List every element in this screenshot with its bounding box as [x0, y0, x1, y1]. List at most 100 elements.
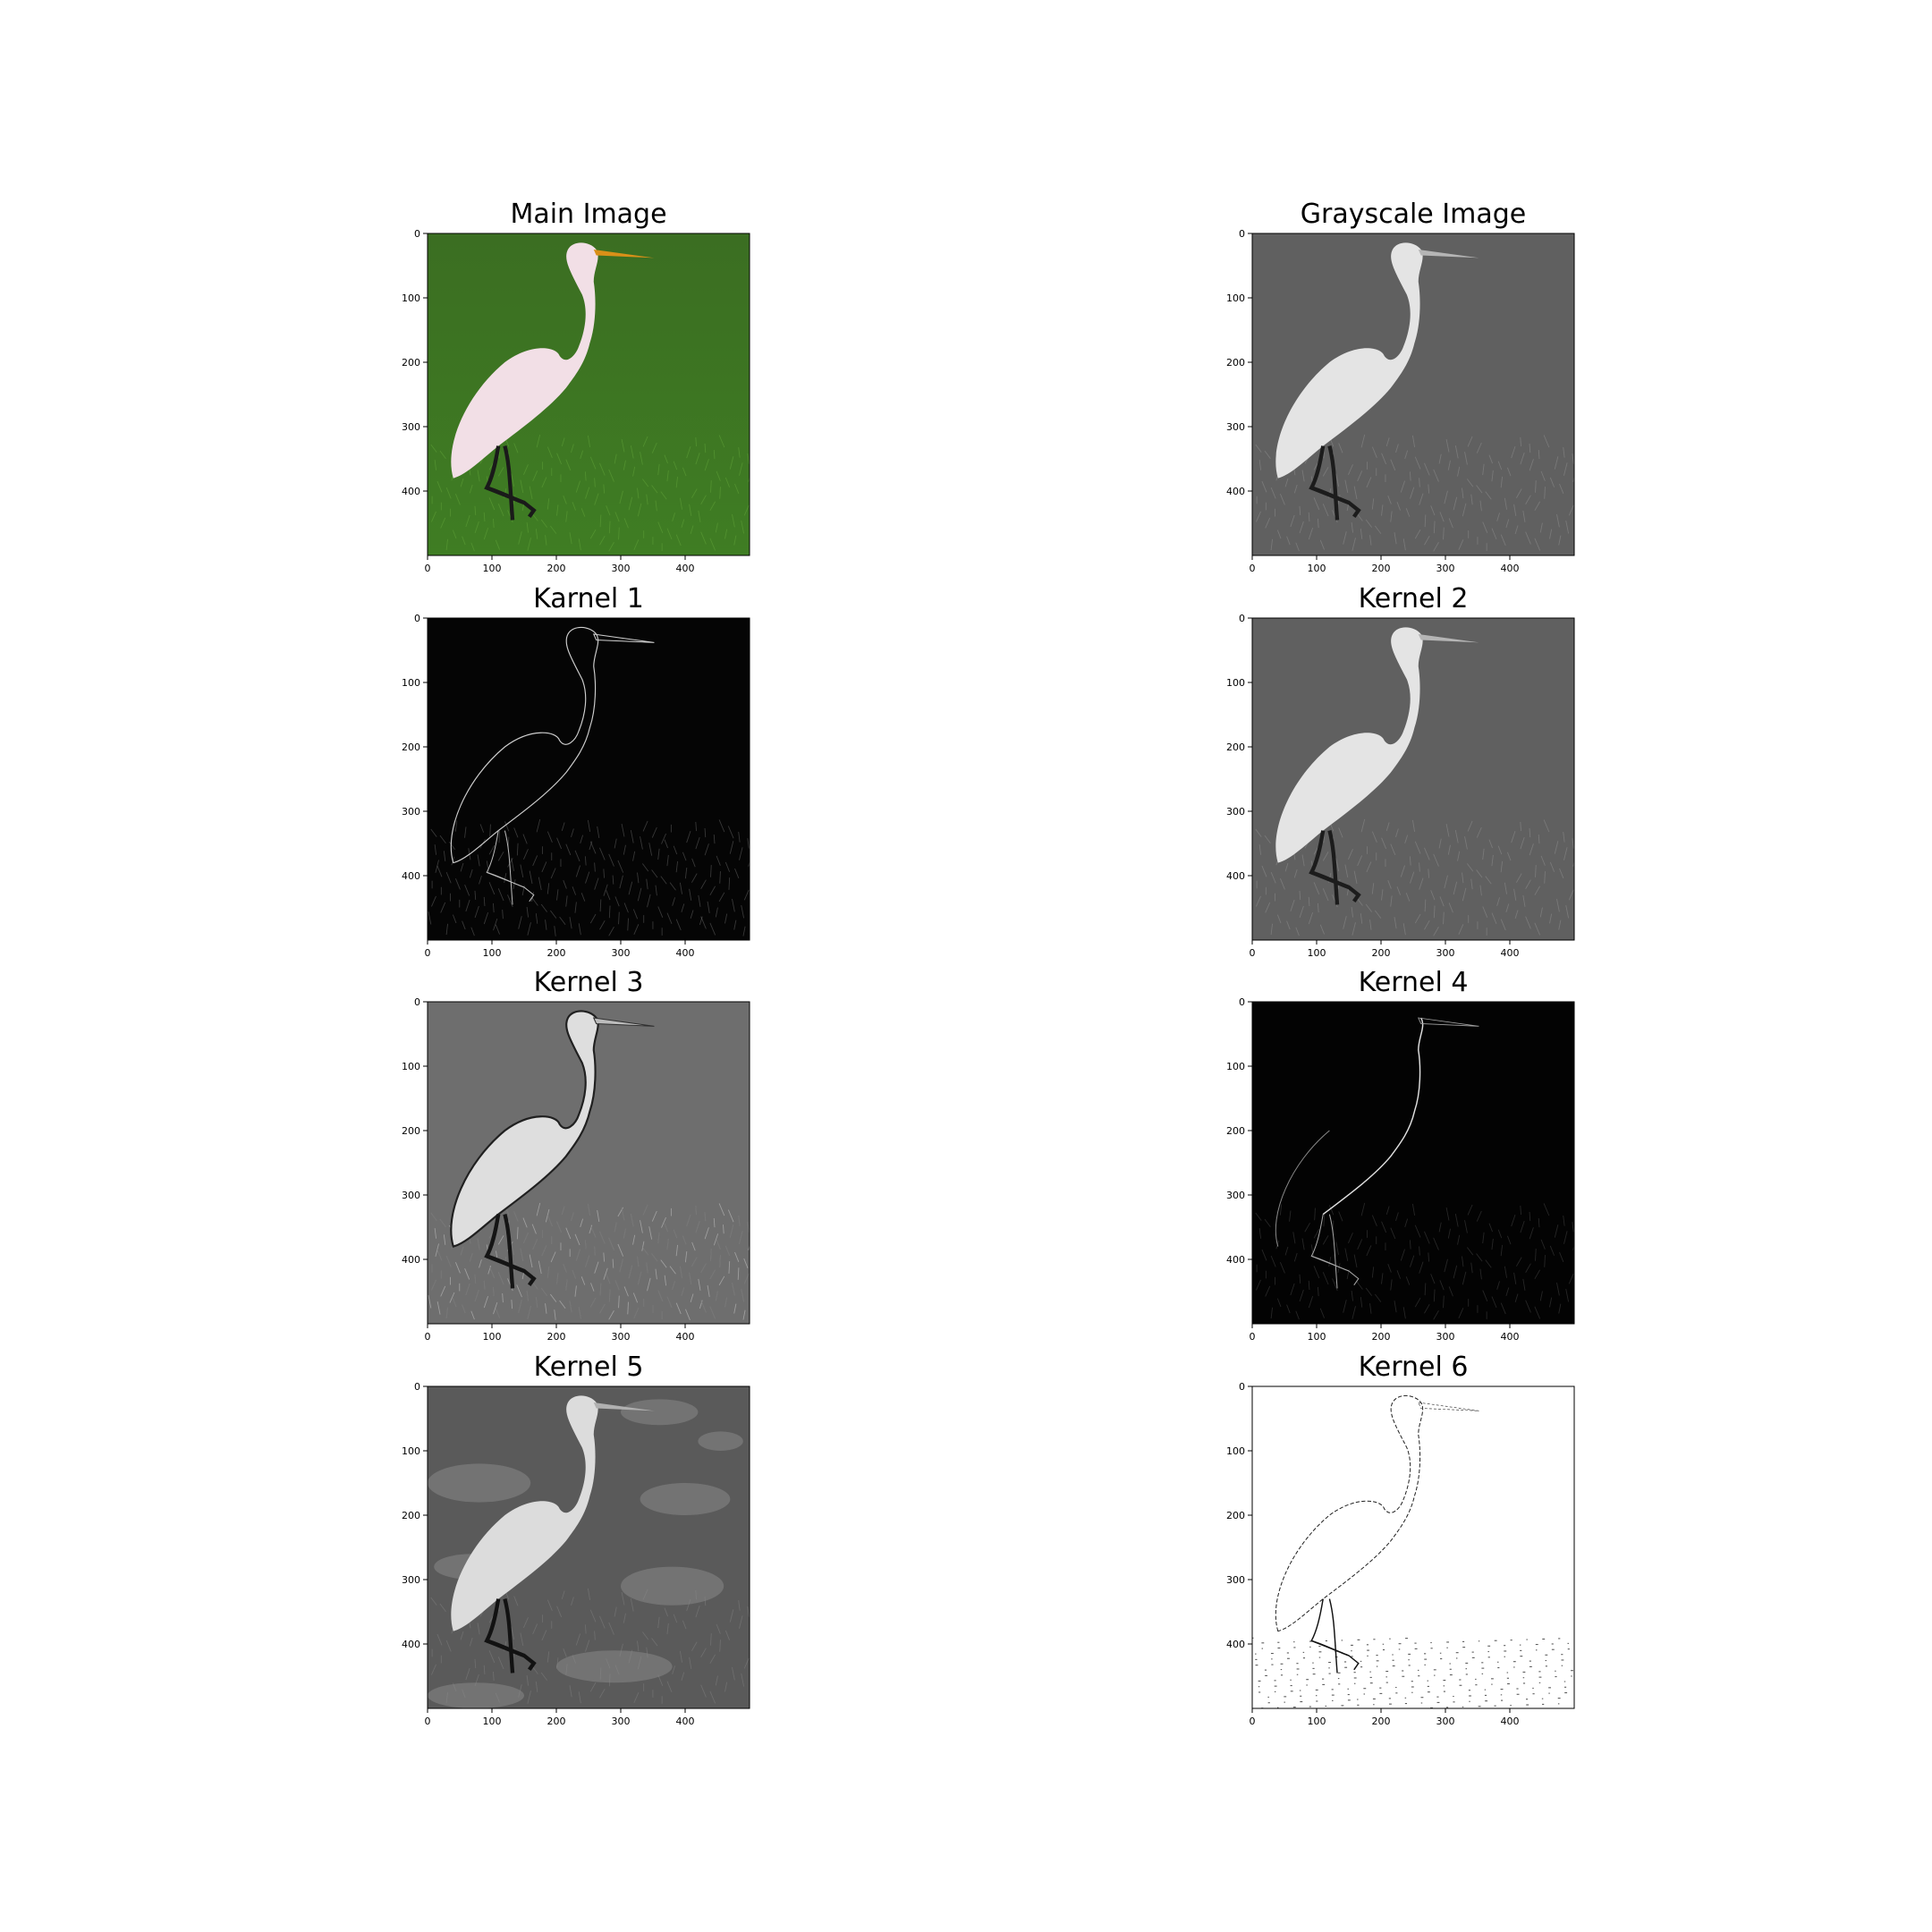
grass-blade [1261, 1249, 1267, 1261]
poster-blob [621, 1399, 699, 1426]
grass-blade [1256, 895, 1261, 907]
speckle [1264, 1669, 1267, 1671]
grass-blade [1409, 1240, 1411, 1250]
grass-blade [1500, 860, 1504, 873]
grass-blade [675, 860, 679, 873]
grass-blade [719, 487, 721, 499]
grass-blade [732, 513, 735, 528]
speckle [1318, 1646, 1321, 1648]
grass-blade [1572, 1222, 1574, 1233]
grass-blade [637, 1640, 640, 1652]
grass-blade [1568, 889, 1574, 901]
grass-blade [679, 1266, 682, 1278]
grass-blade [1395, 444, 1399, 453]
grass-blade [603, 484, 605, 494]
grass-blade [657, 521, 664, 533]
y-tick-label: 400 [1226, 1254, 1245, 1266]
grass-blade [498, 830, 501, 843]
grass-blade [1445, 438, 1450, 453]
grass-blade [1314, 1208, 1316, 1221]
grass-blade [657, 463, 660, 476]
bird-body [451, 1395, 598, 1631]
grass-blade [550, 1293, 557, 1302]
grass-blade [1476, 826, 1482, 838]
grass-blade [739, 1231, 743, 1244]
grass-blade [642, 1204, 648, 1216]
grass-blade [686, 1214, 691, 1227]
grass-blade [747, 1222, 750, 1233]
grass-blade [684, 867, 688, 879]
grass-blade [1563, 1216, 1565, 1226]
speckle [1507, 1682, 1510, 1685]
grass-blade [439, 1218, 446, 1227]
panel-title: Main Image [510, 199, 667, 230]
grass-blade [504, 821, 510, 832]
grass-blade [1411, 435, 1416, 447]
y-tick-label: 400 [402, 486, 420, 497]
grass-blade [1520, 453, 1525, 465]
grass-blade [657, 1290, 664, 1301]
panel-title: Karnel 1 [533, 583, 644, 614]
grass-blade [547, 1215, 553, 1227]
grass-blade [691, 1257, 698, 1267]
grass-blade [535, 1297, 538, 1308]
grass-blade [666, 1623, 669, 1635]
speckle [1328, 1667, 1330, 1669]
grass-blade [1313, 1266, 1320, 1279]
grass-blade [1525, 1300, 1531, 1313]
speckle [1571, 1675, 1572, 1677]
y-tick-label: 100 [1226, 677, 1245, 689]
grass-blade [1289, 1210, 1292, 1222]
speckle [1255, 1658, 1258, 1660]
speckle [1484, 1694, 1487, 1696]
grass-blade [520, 1248, 524, 1262]
grass-blade [1568, 1273, 1574, 1284]
grass-blade [599, 1688, 606, 1699]
grass-blade [1497, 461, 1503, 470]
grass-blade [710, 865, 712, 877]
grass-blade [628, 496, 633, 511]
grass-blade [565, 1664, 568, 1675]
grass-blade [1365, 903, 1372, 912]
grass-blade [1488, 839, 1493, 849]
grass-blade [1556, 513, 1560, 528]
grass-blade [1458, 924, 1464, 935]
x-tick-label: 0 [1250, 947, 1256, 959]
grass-blade [675, 1302, 682, 1315]
grass-blade [715, 1291, 718, 1301]
grass-blade [1504, 882, 1507, 894]
grass-blade [469, 484, 473, 494]
grass-blade [436, 1301, 441, 1315]
grass-blade [580, 1276, 586, 1285]
grass-blade [1457, 851, 1461, 861]
grass-blade [502, 1292, 504, 1303]
grass-blade [743, 1657, 750, 1669]
grass-blade [1396, 502, 1402, 511]
grass-blade [454, 820, 458, 832]
grass-blade [681, 1287, 685, 1296]
grass-blade [1467, 1204, 1473, 1216]
speckle [1286, 1652, 1289, 1654]
grass-blade [1371, 1215, 1377, 1227]
grass-blade [618, 527, 620, 540]
grass-blade [1328, 1257, 1332, 1267]
bird-beak [593, 1402, 655, 1411]
grass-blade [691, 873, 698, 883]
grass-blade [565, 895, 568, 907]
grass-blade [571, 1597, 574, 1606]
grass-blade [621, 1207, 625, 1221]
grass-blade [493, 518, 495, 529]
grass-blade [641, 1247, 649, 1256]
bird-beak [1418, 634, 1479, 643]
grass-blade [729, 1609, 734, 1623]
grass-blade [1505, 903, 1510, 912]
x-tick-label: 100 [483, 1331, 502, 1343]
grass-blade [1338, 1211, 1343, 1222]
grass-blade [1565, 904, 1570, 919]
grass-blade [1255, 828, 1262, 837]
grass-blade [493, 1286, 495, 1297]
grass-blade [675, 919, 682, 931]
grass-blade [684, 1250, 688, 1263]
grass-blade [608, 1674, 611, 1687]
bird-leg [503, 1598, 515, 1674]
